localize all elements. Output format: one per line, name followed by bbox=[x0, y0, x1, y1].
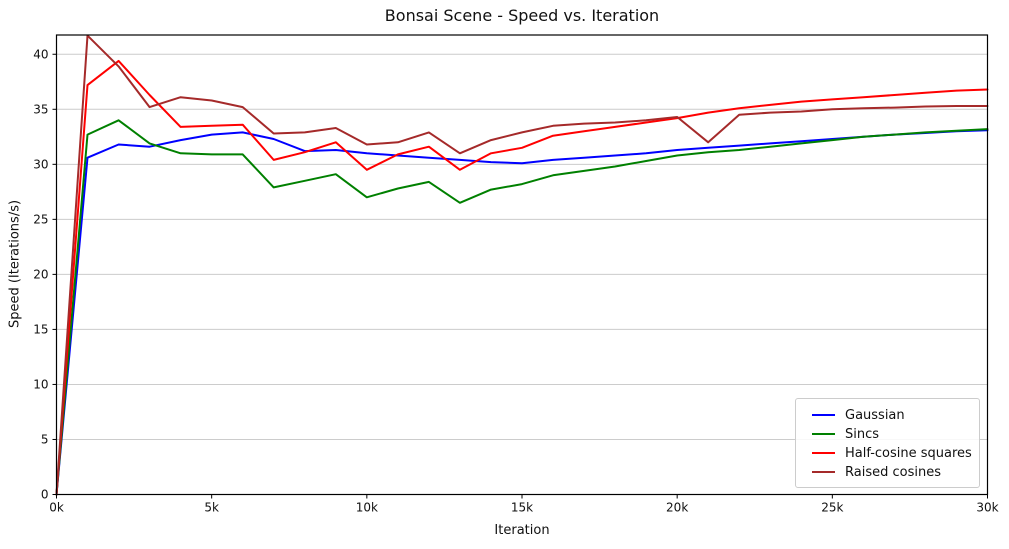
x-tick-label: 15k bbox=[511, 501, 533, 515]
chart-title: Bonsai Scene - Speed vs. Iteration bbox=[384, 6, 660, 25]
legend-label-raised-cosines: Raised cosines bbox=[845, 464, 941, 480]
legend-item-raised-cosines: Raised cosines bbox=[812, 463, 969, 481]
legend-item-gaussian: Gaussian bbox=[812, 406, 969, 424]
y-tick-label: 20 bbox=[33, 267, 48, 281]
x-tick-label: 25k bbox=[821, 501, 843, 515]
legend-label-half-cosine-squares: Half-cosine squares bbox=[845, 445, 972, 461]
x-tick-label: 0k bbox=[49, 501, 64, 515]
series-line-half-cosine-squares bbox=[55, 59, 989, 496]
legend-swatch-sincs bbox=[812, 433, 835, 435]
x-tick-label: 20k bbox=[666, 501, 688, 515]
series-line-raised-cosines bbox=[55, 34, 989, 496]
y-tick-label: 40 bbox=[33, 47, 48, 61]
y-tick-label: 15 bbox=[33, 322, 48, 336]
legend: Gaussian Sincs Half-cosine squares Raise… bbox=[795, 398, 980, 488]
legend-item-half-cosine-squares: Half-cosine squares bbox=[812, 444, 972, 462]
y-tick-label: 35 bbox=[33, 102, 48, 116]
y-axis-label: Speed (Iterations/s) bbox=[7, 199, 23, 329]
x-axis-label: Iteration bbox=[494, 523, 550, 538]
legend-item-sincs: Sincs bbox=[812, 425, 969, 443]
y-tick-label: 30 bbox=[33, 157, 48, 171]
legend-label-gaussian: Gaussian bbox=[845, 407, 905, 423]
legend-swatch-raised-cosines bbox=[812, 471, 835, 473]
legend-swatch-half-cosine-squares bbox=[812, 452, 835, 454]
legend-label-sincs: Sincs bbox=[845, 426, 880, 442]
x-tick-label: 30k bbox=[976, 501, 998, 515]
legend-swatch-gaussian bbox=[812, 414, 835, 416]
y-tick-label: 0 bbox=[41, 488, 49, 502]
y-tick-label: 5 bbox=[41, 432, 49, 446]
y-tick-label: 10 bbox=[33, 377, 48, 391]
series-line-gaussian bbox=[55, 129, 989, 496]
x-tick-label: 10k bbox=[356, 501, 378, 515]
series-line-sincs bbox=[55, 119, 989, 496]
y-tick-label: 25 bbox=[33, 212, 48, 226]
x-tick-label: 5k bbox=[204, 501, 219, 515]
